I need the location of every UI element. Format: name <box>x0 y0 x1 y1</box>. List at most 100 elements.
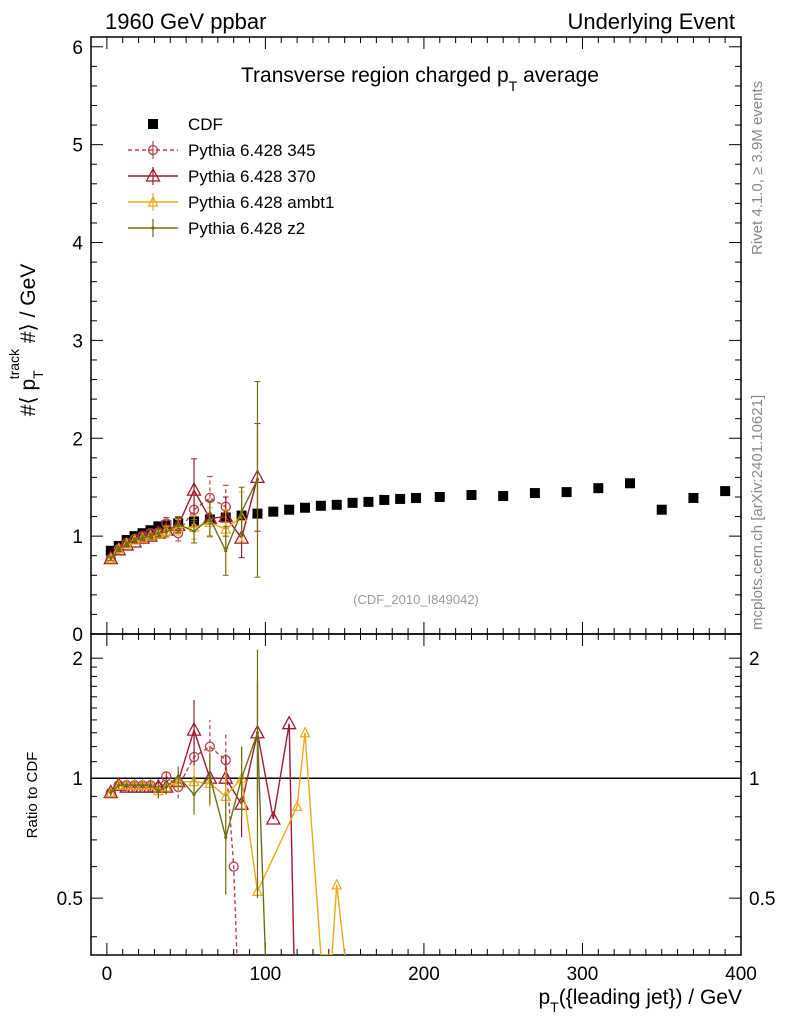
data-point-cdf <box>656 504 667 515</box>
legend-label-p345: Pythia 6.428 345 <box>188 141 316 160</box>
ratio-frame <box>90 633 742 956</box>
x-tick-label: 0 <box>102 964 113 985</box>
data-point-cdf <box>688 492 699 503</box>
ratio-point-p370 <box>186 721 202 736</box>
data-point-p370 <box>111 541 127 556</box>
data-point-cdf <box>113 540 124 551</box>
ratio-point-z2 <box>255 731 260 735</box>
ratio-point-z2 <box>132 783 137 787</box>
legend: CDF Pythia 6.428 345 Pythia 6.428 370 Pythi… <box>128 115 334 238</box>
main-y-tick-label: 2 <box>72 429 83 450</box>
legend-label-ambt1: Pythia 6.428 ambt1 <box>188 193 334 212</box>
data-point-cdf <box>411 492 421 503</box>
legend-item-p370: Pythia 6.428 370 <box>128 167 316 186</box>
ratio-panel: 0 100 200 300 400 0.5 0.5 1 1 2 2 <box>57 633 775 985</box>
ratio-point-p370 <box>103 784 119 799</box>
ratio-point-z2 <box>140 783 145 787</box>
main-y-tick-label: 1 <box>72 527 83 548</box>
legend-marker-p345 <box>147 144 159 156</box>
ratio-point-p370 <box>265 810 281 825</box>
data-point-cdf <box>300 502 311 513</box>
ratio-plot-area <box>91 649 741 955</box>
legend-item-p345: Pythia 6.428 345 <box>128 141 316 160</box>
data-point-z2 <box>132 538 137 542</box>
legend-item-ambt1: Pythia 6.428 ambt1 <box>128 193 334 212</box>
data-point-cdf <box>498 491 509 502</box>
ratio-point-p345 <box>228 861 239 872</box>
y-axis-label-ratio: Ratio to CDF <box>24 752 41 839</box>
data-point-cdf <box>347 497 358 508</box>
data-point-z2 <box>240 510 244 514</box>
rivet-label: Rivet 4.1.0, ≥ 3.9M events <box>749 81 766 255</box>
data-point-z2 <box>208 516 212 521</box>
x-axis-label: pT({leading jet}) / GeV <box>538 986 742 1015</box>
ratio-point-z2 <box>224 835 228 840</box>
data-point-cdf <box>466 490 477 501</box>
data-point-z2 <box>140 536 145 540</box>
data-point-z2 <box>148 534 153 538</box>
data-point-z2 <box>125 542 129 546</box>
main-plot-area <box>103 380 731 578</box>
data-point-cdf <box>379 494 390 505</box>
ratio-point-p370 <box>281 715 297 730</box>
ratio-line-p345 <box>110 745 238 955</box>
data-point-z2 <box>156 531 160 535</box>
data-point-cdf <box>395 493 406 504</box>
ratio-series-z2 <box>109 649 267 955</box>
ratio-point-ambt1 <box>299 726 311 738</box>
x-tick-label: 200 <box>408 964 440 985</box>
ratio-point-ambt1 <box>105 786 117 798</box>
legend-label-p370: Pythia 6.428 370 <box>188 167 316 186</box>
data-point-z2 <box>109 557 113 561</box>
legend-marker-p370 <box>145 167 161 182</box>
data-point-cdf <box>561 487 572 498</box>
ratio-y-tick-label: 0.5 <box>57 889 83 910</box>
legend-label-z2: Pythia 6.428 z2 <box>188 219 305 238</box>
data-point-p370 <box>234 529 250 544</box>
data-point-cdf <box>284 504 295 515</box>
ratio-point-p345 <box>204 741 216 752</box>
data-point-cdf <box>331 499 342 510</box>
header-right: Underlying Event <box>567 9 735 34</box>
data-point-ambt1 <box>113 542 125 554</box>
series-z2 <box>107 380 261 578</box>
data-point-z2 <box>164 530 168 534</box>
ratio-point-z2 <box>176 774 180 779</box>
main-y-tick-label: 6 <box>72 38 83 59</box>
main-y-tick-label: 4 <box>72 234 83 255</box>
data-point-cdf <box>315 500 326 511</box>
legend-item-z2: Pythia 6.428 z2 <box>128 219 305 238</box>
legend-marker-cdf <box>148 119 158 129</box>
ratio-point-z2 <box>148 783 153 787</box>
ratio-point-p370 <box>111 776 127 791</box>
data-point-p370 <box>103 550 119 565</box>
analysis-label: (CDF_2010_I849042) <box>353 592 479 607</box>
data-point-ambt1 <box>105 552 117 564</box>
legend-item-cdf: CDF <box>148 115 223 134</box>
ratio-point-ambt1 <box>331 878 343 890</box>
header-left: 1960 GeV ppbar <box>105 9 266 34</box>
data-point-cdf <box>720 486 731 497</box>
data-point-cdf <box>625 478 636 489</box>
main-y-tick-label: 5 <box>72 136 83 157</box>
ratio-point-z2 <box>109 790 113 795</box>
x-tick-label: 400 <box>725 964 757 985</box>
data-point-z2 <box>192 529 196 533</box>
data-point-cdf <box>268 506 279 517</box>
data-point-p370 <box>186 481 202 496</box>
legend-marker-ambt1 <box>147 195 159 207</box>
data-point-z2 <box>224 549 228 553</box>
legend-label-cdf: CDF <box>188 115 223 134</box>
ratio-point-z2 <box>117 783 121 787</box>
data-point-z2 <box>255 477 260 481</box>
ratio-point-ambt1 <box>291 799 303 811</box>
ratio-point-z2 <box>192 792 196 797</box>
ratio-y-tick-label-right: 2 <box>749 649 760 670</box>
x-tick-label: 300 <box>567 964 599 985</box>
ratio-point-z2 <box>156 789 160 793</box>
ratio-point-z2 <box>164 785 168 789</box>
data-point-cdf <box>529 488 540 499</box>
ratio-y-tick-label: 2 <box>72 649 83 670</box>
